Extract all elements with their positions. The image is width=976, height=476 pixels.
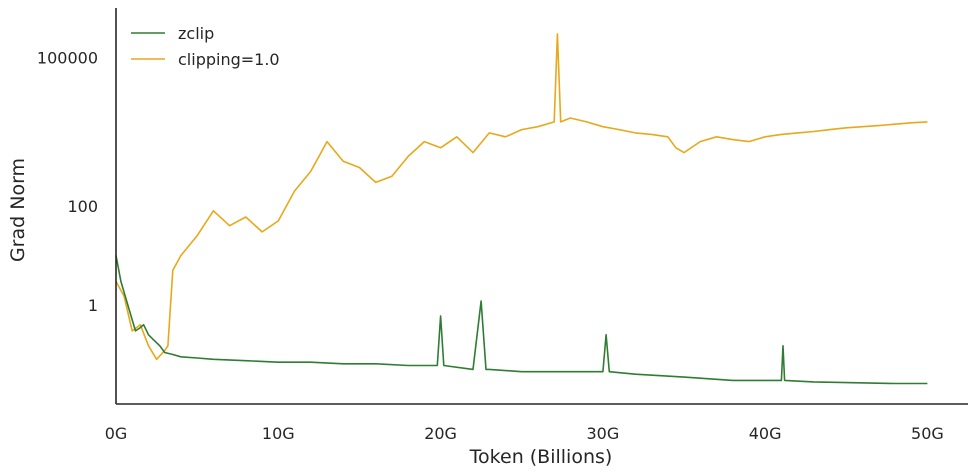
x-tick-label: 40G [749, 424, 782, 443]
y-tick-labels: 1 100 100000 [37, 49, 98, 316]
x-tick-label: 20G [424, 424, 457, 443]
x-tick-label: 0G [105, 424, 128, 443]
x-tick-label: 30G [586, 424, 619, 443]
series-line-0 [115, 255, 928, 385]
series-line-1 [115, 33, 928, 361]
y-tick-label: 1 [88, 296, 98, 315]
y-tick-label: 100 [67, 197, 98, 216]
x-tick-labels: 0G 10G 20G 30G 40G 50G [105, 424, 944, 443]
legend-label-1: clipping=1.0 [178, 50, 280, 69]
legend-label-0: zclip [178, 24, 214, 43]
x-tick-label: 50G [911, 424, 944, 443]
y-tick-label: 100000 [37, 49, 98, 68]
x-axis-title: Token (Billions) [469, 446, 613, 468]
series-layer [115, 33, 928, 385]
y-axis-title: Grad Norm [7, 158, 29, 262]
x-tick-label: 10G [262, 424, 295, 443]
legend: zclip clipping=1.0 [131, 24, 280, 69]
